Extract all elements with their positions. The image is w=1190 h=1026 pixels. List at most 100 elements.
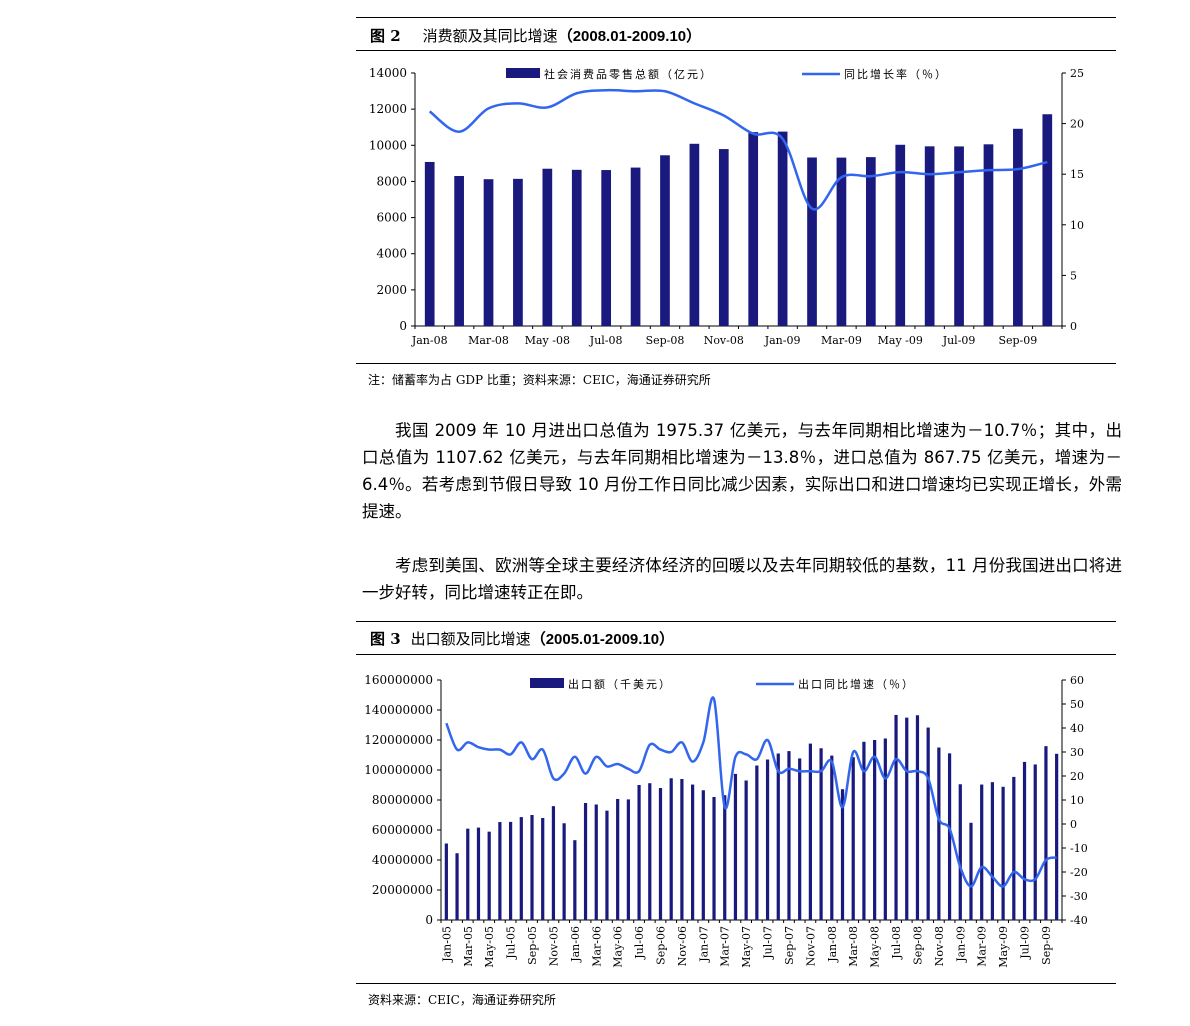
bar-Sep-05 <box>530 815 534 920</box>
left-tick-label: 0 <box>399 319 407 333</box>
left-tick-label: 8000 <box>376 174 407 188</box>
bar-May-06 <box>616 798 620 920</box>
x-tick-label: May -09 <box>878 334 923 347</box>
bar-Sep-07 <box>787 751 791 920</box>
bar-Dec-08 <box>748 132 759 326</box>
x-tick-label: Nov-06 <box>676 926 689 966</box>
left-tick-label: 120000000 <box>364 733 433 747</box>
bar-Sep-06 <box>658 788 663 920</box>
bar-Dec-07 <box>819 748 823 920</box>
bar-Jun-05 <box>498 822 502 920</box>
body-text: 我国 2009 年 10 月进出口总值为 1975.37 亿美元，与去年同期相比… <box>362 417 1122 606</box>
right-tick-label: 50 <box>1070 698 1084 711</box>
bar-May-08 <box>542 168 553 326</box>
x-tick-label: Sep-08 <box>911 926 924 965</box>
fig2-title: 图 2 消费额及其同比增速（2008.01-2009.10） <box>370 25 701 46</box>
bar-Feb-08 <box>840 789 845 920</box>
x-tick-label: Mar-09 <box>821 334 862 347</box>
bar-Feb-06 <box>583 803 588 920</box>
x-tick-label: Jul-06 <box>633 926 646 960</box>
bar-Jun-06 <box>626 799 630 920</box>
bar-Oct-09 <box>1042 114 1053 326</box>
bar-Dec-06 <box>691 784 695 920</box>
bar-Jan-05 <box>444 843 448 920</box>
x-tick-label: Mar-08 <box>468 334 509 347</box>
bar-Feb-09 <box>807 157 817 326</box>
legend-bar-swatch <box>530 678 564 688</box>
right-tick-label: 5 <box>1070 269 1077 282</box>
bar-Feb-07 <box>712 797 716 920</box>
bar-Sep-09 <box>1013 128 1023 326</box>
bar-Jan-06 <box>573 840 577 920</box>
bar-Apr-08 <box>862 741 866 920</box>
fig2-top-rule <box>356 17 1116 18</box>
bar-Jun-07 <box>755 765 759 920</box>
bar-Apr-08 <box>513 178 523 326</box>
x-tick-label: May-09 <box>997 926 1010 968</box>
fig2-title-rule <box>356 50 1116 51</box>
x-tick-label: Nov-05 <box>547 926 560 966</box>
x-tick-label: Jan-09 <box>764 334 801 347</box>
right-tick-label: -40 <box>1070 914 1088 927</box>
bar-Jan-08 <box>424 161 435 326</box>
bar-Dec-05 <box>562 823 566 920</box>
bar-Jun-08 <box>571 169 582 326</box>
bar-Oct-07 <box>798 758 802 920</box>
left-tick-label: 6000 <box>376 211 407 225</box>
bar-Mar-07 <box>723 795 727 920</box>
left-tick-label: 10000 <box>369 138 407 152</box>
bar-Feb-05 <box>455 853 459 920</box>
x-tick-label: May-08 <box>869 926 882 968</box>
bar-May-07 <box>744 780 748 920</box>
x-tick-label: Sep-06 <box>654 926 667 965</box>
bar-Dec-08 <box>947 753 952 920</box>
bar-Sep-09 <box>1044 746 1048 920</box>
x-tick-label: Sep-07 <box>783 926 796 965</box>
paragraph-outlook: 考虑到美国、欧洲等全球主要经济体经济的回暖以及去年同期较低的基数，11 月份我国… <box>362 556 1122 602</box>
fig3-title-text: 出口额及同比增速 <box>410 630 531 648</box>
x-tick-label: Jan-09 <box>954 926 967 963</box>
bar-Apr-07 <box>733 773 738 920</box>
growth-line <box>428 88 1048 211</box>
x-tick-label: Jul-05 <box>505 926 518 960</box>
fig3-number: 图 3 <box>370 630 401 648</box>
legend-line-label: 同比增长率（％） <box>844 67 948 81</box>
bar-Nov-05 <box>551 806 556 920</box>
left-tick-label: 60000000 <box>372 823 433 837</box>
legend-bar-swatch <box>506 68 540 78</box>
bar-May-09 <box>1001 786 1005 920</box>
bar-Jul-09 <box>1022 761 1027 920</box>
x-tick-label: Sep-08 <box>646 334 685 347</box>
fig2-title-text: 消费额及其同比增速 <box>422 27 558 45</box>
bar-Oct-05 <box>541 818 545 920</box>
bar-Sep-08 <box>660 155 670 326</box>
bar-Jul-08 <box>601 170 612 326</box>
x-tick-label: Nov-08 <box>933 926 946 966</box>
legend-line-label: 出口同比增速（％） <box>798 677 915 691</box>
bar-Jun-09 <box>924 146 935 326</box>
fig3-title: 图 3 出口额及同比增速（2005.01-2009.10） <box>370 628 674 649</box>
bar-Jul-07 <box>765 759 770 920</box>
x-tick-label: Jan-08 <box>411 334 448 347</box>
left-tick-label: 2000 <box>376 283 407 297</box>
bar-Sep-08 <box>915 715 920 920</box>
left-tick-label: 140000000 <box>364 703 433 717</box>
bar-Jan-09 <box>777 131 788 326</box>
bar-Mar-06 <box>594 804 598 920</box>
x-tick-label: Jan-08 <box>826 926 839 963</box>
bar-May-08 <box>873 740 877 920</box>
x-tick-label: Jul-09 <box>1019 926 1032 960</box>
bar-Nov-07 <box>808 743 812 920</box>
right-tick-label: 10 <box>1070 794 1084 807</box>
x-tick-label: Sep-09 <box>1040 926 1053 965</box>
right-tick-label: 60 <box>1070 674 1084 687</box>
left-tick-label: 20000000 <box>372 883 433 897</box>
x-tick-label: Mar-09 <box>976 926 989 967</box>
left-tick-label: 40000000 <box>372 853 433 867</box>
bar-Mar-05 <box>466 828 470 920</box>
bar-Mar-09 <box>980 784 984 920</box>
x-tick-label: Jan-07 <box>697 926 710 963</box>
fig2-source-note: 注：储蓄率为占 GDP 比重；资料来源：CEIC，海通证券研究所 <box>368 373 711 387</box>
bar-Jun-08 <box>883 738 887 920</box>
